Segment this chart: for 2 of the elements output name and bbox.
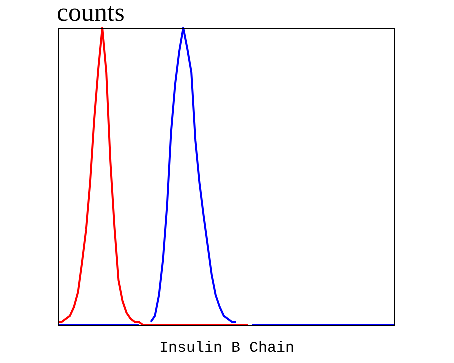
y-axis-title: counts bbox=[57, 0, 125, 28]
x-axis-title: Insulin B Chain bbox=[158, 340, 296, 357]
